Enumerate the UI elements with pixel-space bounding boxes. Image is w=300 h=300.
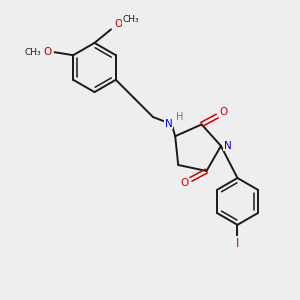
Text: H: H — [176, 112, 184, 122]
Text: O: O — [220, 107, 228, 117]
Text: O: O — [180, 178, 188, 188]
Text: CH₃: CH₃ — [25, 48, 41, 57]
Text: N: N — [224, 141, 231, 151]
Text: CH₃: CH₃ — [122, 15, 139, 24]
Text: I: I — [236, 237, 239, 250]
Text: N: N — [165, 118, 172, 129]
Text: O: O — [114, 19, 123, 29]
Text: O: O — [44, 47, 52, 57]
